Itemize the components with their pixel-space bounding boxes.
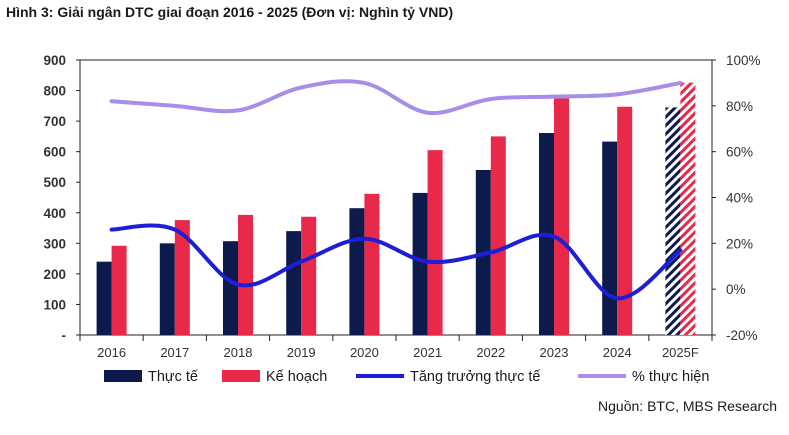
bar-actual	[96, 261, 112, 335]
line-actual-growth	[109, 223, 683, 301]
x-axis-tick-label: 2022	[476, 345, 505, 360]
source-note: Nguồn: BTC, MBS Research	[598, 398, 777, 414]
x-axis-tick-label: 2019	[287, 345, 316, 360]
x-axis-tick-label: 2017	[160, 345, 189, 360]
x-axis-tick-label: 2024	[603, 345, 632, 360]
left-axis-tick-label: 100	[43, 297, 66, 312]
left-axis-tick-label: 400	[43, 206, 66, 221]
right-axis-tick-label: -20%	[726, 328, 758, 343]
left-axis-tick-label: 500	[43, 175, 66, 190]
bar-actual	[159, 243, 175, 335]
chart-title: Hình 3: Giải ngân DTC giai đoạn 2016 - 2…	[6, 4, 454, 20]
bar-plan	[427, 150, 443, 335]
bar-plan	[301, 216, 317, 335]
legend-label: % thực hiện	[632, 369, 709, 385]
right-axis-tick-label: 0%	[726, 282, 746, 297]
legend-label: Kế hoạch	[266, 369, 327, 385]
x-axis-tick-label: 2025F	[662, 345, 699, 360]
line-completion-rate	[109, 79, 683, 116]
bar-actual	[602, 141, 618, 335]
bar-plan	[364, 193, 380, 335]
bar-actual	[286, 231, 302, 335]
right-axis-tick-label: 40%	[726, 191, 753, 206]
left-axis-tick-label: 900	[43, 53, 66, 68]
bar-plan	[617, 106, 633, 335]
bar-actual	[412, 192, 428, 335]
left-axis-tick-label: -	[62, 328, 67, 343]
bar-plan	[490, 136, 506, 335]
legend-swatch	[222, 370, 260, 382]
bar-plan	[680, 82, 696, 335]
bar-actual	[223, 241, 238, 335]
left-axis-tick-label: 600	[43, 145, 66, 160]
left-axis-tick-label: 300	[43, 236, 66, 251]
right-axis-tick-label: 60%	[726, 145, 753, 160]
x-axis-tick-label: 2020	[350, 345, 379, 360]
right-axis-tick-label: 100%	[726, 53, 761, 68]
right-axis-tick-label: 80%	[726, 99, 753, 114]
left-axis-tick-label: 800	[43, 84, 66, 99]
bar-plan	[174, 220, 190, 335]
right-axis-tick-label: 20%	[726, 236, 753, 251]
left-axis-tick-label: 200	[43, 267, 66, 282]
x-axis-tick-label: 2016	[97, 345, 126, 360]
legend-label: Tăng trưởng thực tế	[410, 369, 540, 385]
x-axis-tick-label: 2021	[413, 345, 442, 360]
x-axis-tick-label: 2018	[224, 345, 253, 360]
legend-label: Thực tế	[148, 369, 198, 385]
bar-plan	[554, 96, 569, 335]
x-axis-tick-label: 2023	[540, 345, 569, 360]
bar-plan	[238, 214, 253, 335]
legend-swatch	[104, 370, 142, 382]
left-axis-tick-label: 700	[43, 114, 66, 129]
bar-actual	[665, 107, 681, 335]
bar-actual	[349, 208, 365, 335]
bar-plan	[111, 245, 127, 335]
